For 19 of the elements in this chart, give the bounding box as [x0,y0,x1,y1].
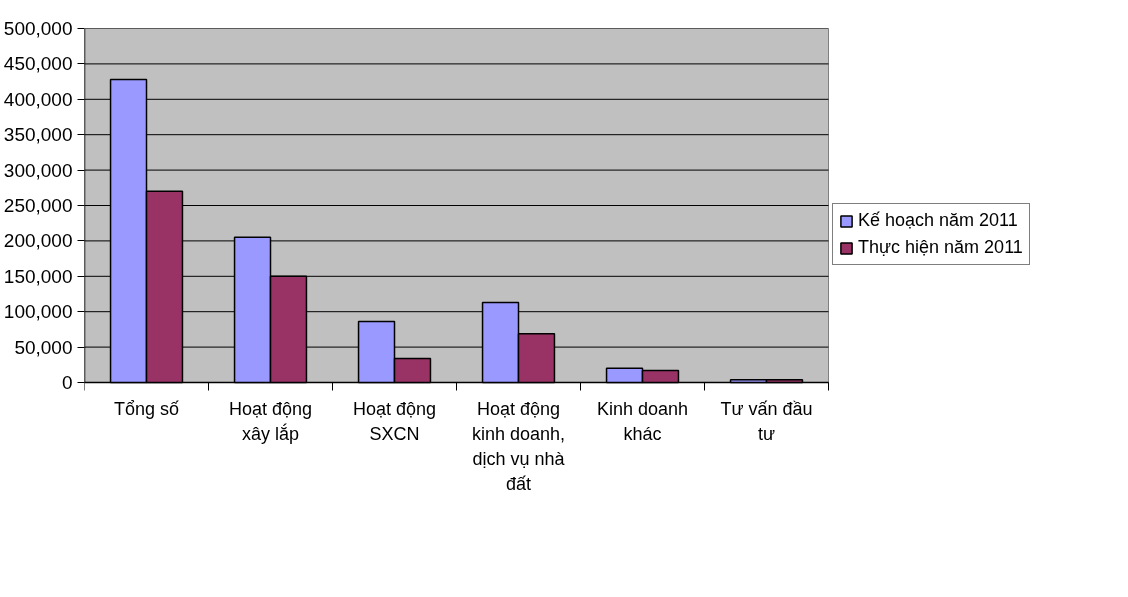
legend-label: Thực hiện năm 2011 [858,237,1023,258]
x-tick-label: Hoạt động xây lắp [228,398,313,444]
legend-label: Kế hoạch năm 2011 [858,210,1018,231]
x-tick-label: Tư vấn đầu tư [720,398,813,444]
y-tick-label: 50,000 [14,336,73,358]
y-tick-label: 100,000 [3,301,73,323]
y-tick-label: 500,000 [3,18,73,39]
y-tick-label: 350,000 [3,124,73,146]
y-tick-label: 150,000 [3,265,73,287]
x-tick-label: Hoạt động kinh doanh, dịch vụ nhà đất [471,398,566,494]
y-tick-label: 400,000 [3,88,73,110]
y-tick-label: 250,000 [3,195,73,216]
x-tick-label: Tổng số [113,398,180,419]
x-tick-label: Kinh doanh khác [596,398,689,444]
y-tick-label: 200,000 [3,230,73,252]
y-tick-label: 300,000 [3,159,73,181]
x-tick-label: Hoạt động SXCN [352,398,437,444]
y-tick-label: 0 [61,372,73,393]
y-tick-label: 450,000 [3,53,73,75]
